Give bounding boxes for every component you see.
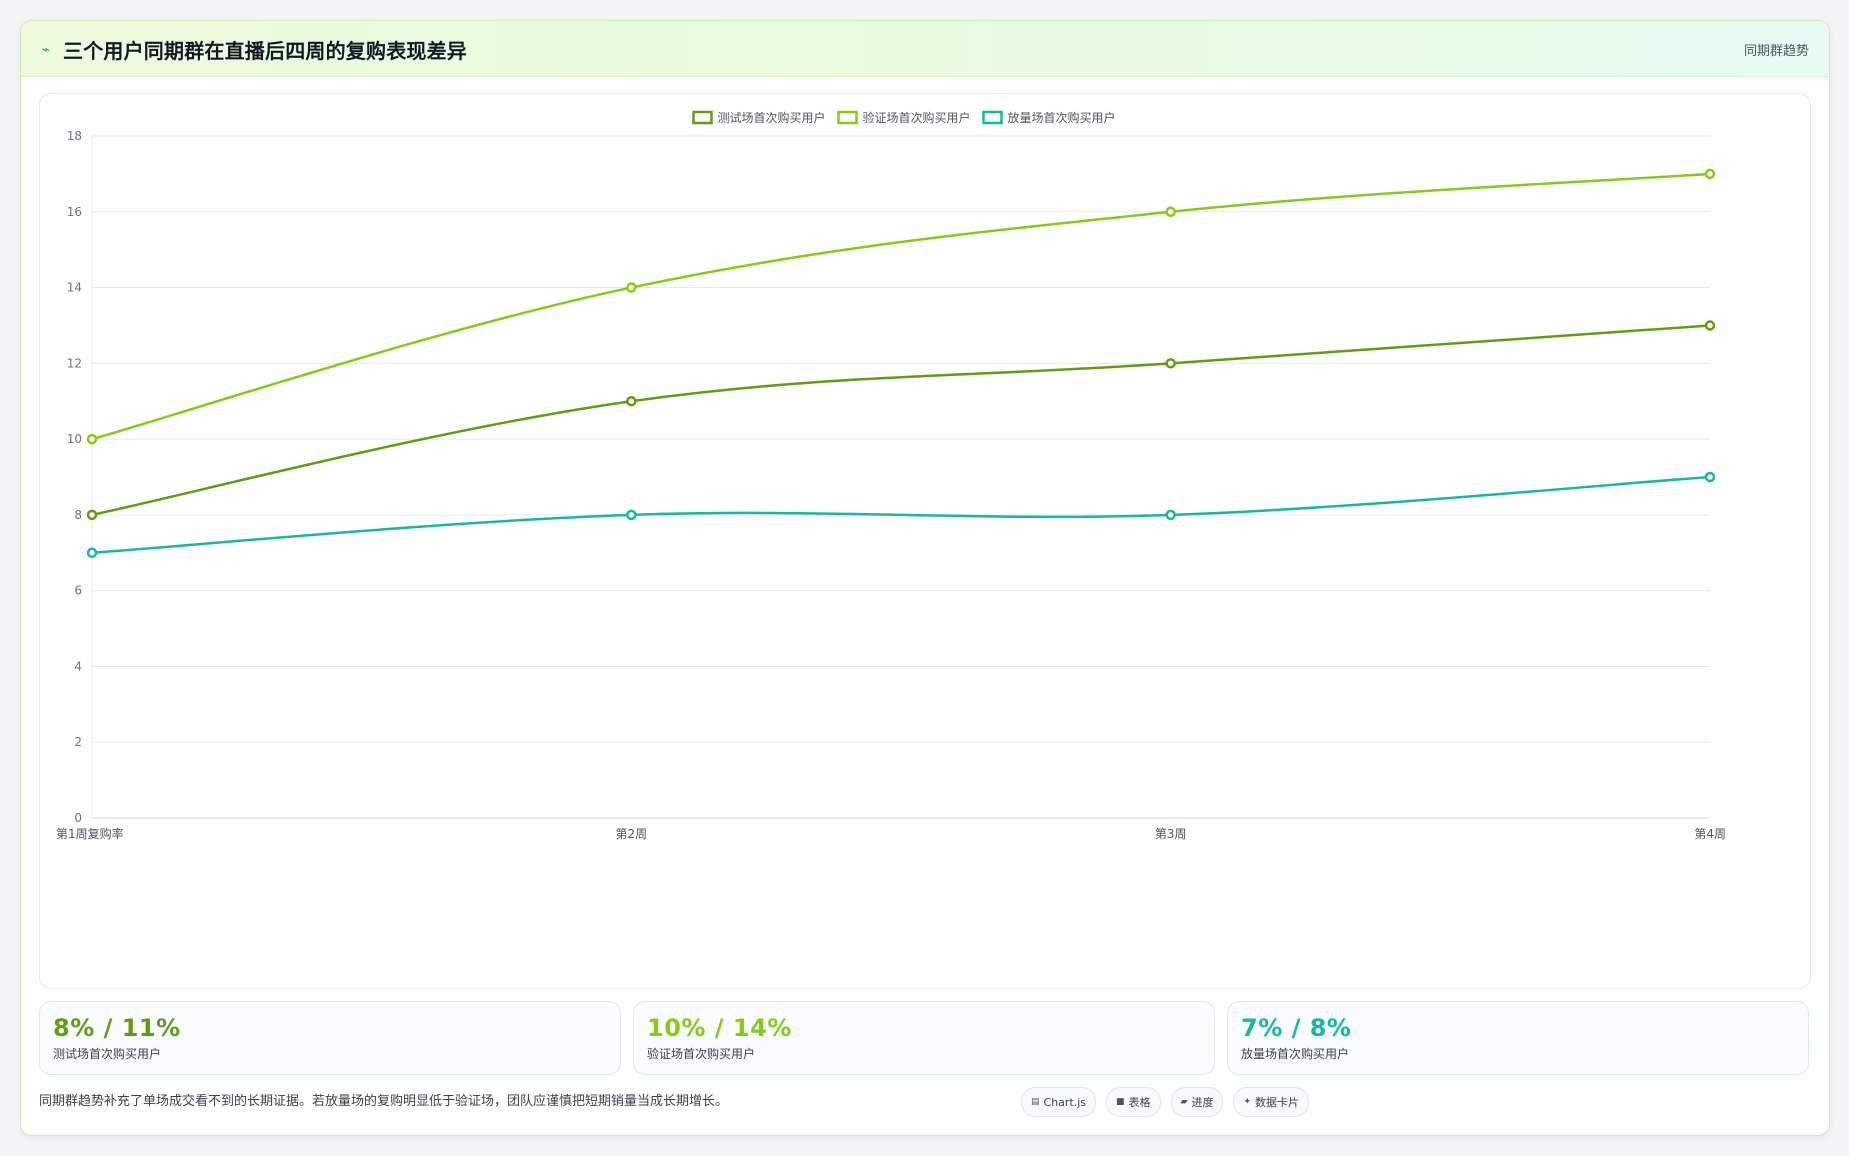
stat-card-test: 8% / 11% 测试场首次购买用户 bbox=[39, 1001, 621, 1075]
legend-swatch bbox=[982, 110, 1003, 125]
stats-row: 8% / 11% 测试场首次购买用户 10% / 14% 验证场首次购买用户 7… bbox=[39, 1001, 1809, 1075]
data-point bbox=[1165, 358, 1176, 369]
data-point bbox=[86, 547, 98, 559]
legend-label: 放量场首次购买用户 bbox=[1008, 110, 1116, 125]
progress-icon: ▰ bbox=[1180, 1097, 1188, 1107]
data-point bbox=[1704, 320, 1716, 331]
feature-pills: ▤ Chart.js ■ 表格 ▰ 进度 ✦ 数据卡片 bbox=[1021, 1087, 1310, 1117]
header-tag: 同期群趋势 bbox=[1743, 44, 1809, 59]
y-tick-label: 0 bbox=[74, 811, 82, 825]
pill-table[interactable]: ■ 表格 bbox=[1106, 1087, 1161, 1117]
x-tick-label: 第3周 bbox=[1155, 827, 1187, 841]
data-point bbox=[626, 509, 637, 521]
y-tick-label: 4 bbox=[74, 659, 82, 673]
pill-label: 进度 bbox=[1191, 1096, 1214, 1109]
stat-label: 验证场首次购买用户 bbox=[647, 1047, 756, 1061]
stat-value: 7% / 8% bbox=[1241, 1014, 1352, 1042]
title-group: ⌁ 三个用户同期群在直播后四周的复购表现差异 bbox=[39, 35, 467, 64]
stat-label: 测试场首次购买用户 bbox=[53, 1047, 162, 1061]
footer-note: 同期群趋势补充了单场成交看不到的长期证据。若放量场的复购明显低于验证场，团队应谨… bbox=[39, 1094, 729, 1109]
line-chart: 0 2 4 6 8 10 12 14 16 18 第1周复购率 第2周 第3周 第4周 测试场首次购买用户 验… bbox=[56, 110, 1726, 841]
series-line bbox=[91, 324, 1711, 517]
x-tick-label: 第4周 bbox=[1694, 827, 1726, 841]
dashboard-card: ⌁ 三个用户同期群在直播后四周的复购表现差异 同期群趋势 0 2 4 6 8 10 12 14… bbox=[20, 20, 1830, 1136]
y-tick-label: 18 bbox=[67, 129, 82, 143]
y-tick-label: 8 bbox=[74, 508, 82, 522]
legend-label: 验证场首次购买用户 bbox=[863, 110, 971, 125]
y-tick-label: 16 bbox=[67, 205, 82, 219]
page-title: 三个用户同期群在直播后四周的复购表现差异 bbox=[63, 39, 467, 63]
series-line bbox=[91, 475, 1711, 555]
data-point bbox=[1165, 509, 1176, 521]
stat-card-verify: 10% / 14% 验证场首次购买用户 bbox=[633, 1001, 1215, 1075]
pill-progress[interactable]: ▰ 进度 bbox=[1170, 1087, 1224, 1117]
table-icon: ■ bbox=[1116, 1097, 1125, 1107]
pill-label: 表格 bbox=[1128, 1096, 1151, 1109]
x-tick-label: 第1周复购率 bbox=[56, 826, 124, 841]
chart-icon: ▤ bbox=[1031, 1097, 1040, 1107]
stat-value: 8% / 11% bbox=[53, 1014, 181, 1042]
pill-data-cards[interactable]: ✦ 数据卡片 bbox=[1233, 1087, 1310, 1117]
data-point bbox=[1704, 168, 1716, 180]
y-tick-label: 10 bbox=[67, 432, 82, 446]
chart-panel: 0 2 4 6 8 10 12 14 16 18 第1周复购率 第2周 第3周 第4周 测试场首次购买用户 验… bbox=[39, 93, 1811, 989]
pill-label: 数据卡片 bbox=[1255, 1096, 1300, 1109]
data-point bbox=[626, 282, 637, 293]
y-tick-label: 12 bbox=[67, 356, 82, 370]
pill-chartjs[interactable]: ▤ Chart.js bbox=[1021, 1087, 1097, 1117]
pill-label: Chart.js bbox=[1043, 1095, 1087, 1109]
stat-label: 放量场首次购买用户 bbox=[1241, 1047, 1350, 1061]
stat-card-scale: 7% / 8% 放量场首次购买用户 bbox=[1227, 1001, 1809, 1075]
trend-line-icon: ⌁ bbox=[41, 41, 51, 58]
y-tick-label: 14 bbox=[67, 281, 82, 295]
data-point bbox=[86, 433, 98, 445]
y-tick-label: 6 bbox=[74, 584, 82, 598]
legend-swatch bbox=[837, 110, 858, 125]
y-tick-label: 2 bbox=[74, 735, 82, 749]
data-point bbox=[626, 395, 637, 407]
data-point bbox=[1704, 471, 1716, 483]
card-header: ⌁ 三个用户同期群在直播后四周的复购表现差异 同期群趋势 bbox=[21, 21, 1829, 77]
legend-swatch bbox=[692, 110, 713, 125]
data-point bbox=[86, 509, 98, 521]
data-point bbox=[1165, 206, 1176, 218]
stat-value: 10% / 14% bbox=[647, 1014, 792, 1042]
legend-label: 测试场首次购买用户 bbox=[718, 110, 826, 125]
series-line bbox=[91, 172, 1711, 441]
x-tick-label: 第2周 bbox=[616, 827, 648, 841]
sparkle-icon: ✦ bbox=[1243, 1097, 1252, 1107]
